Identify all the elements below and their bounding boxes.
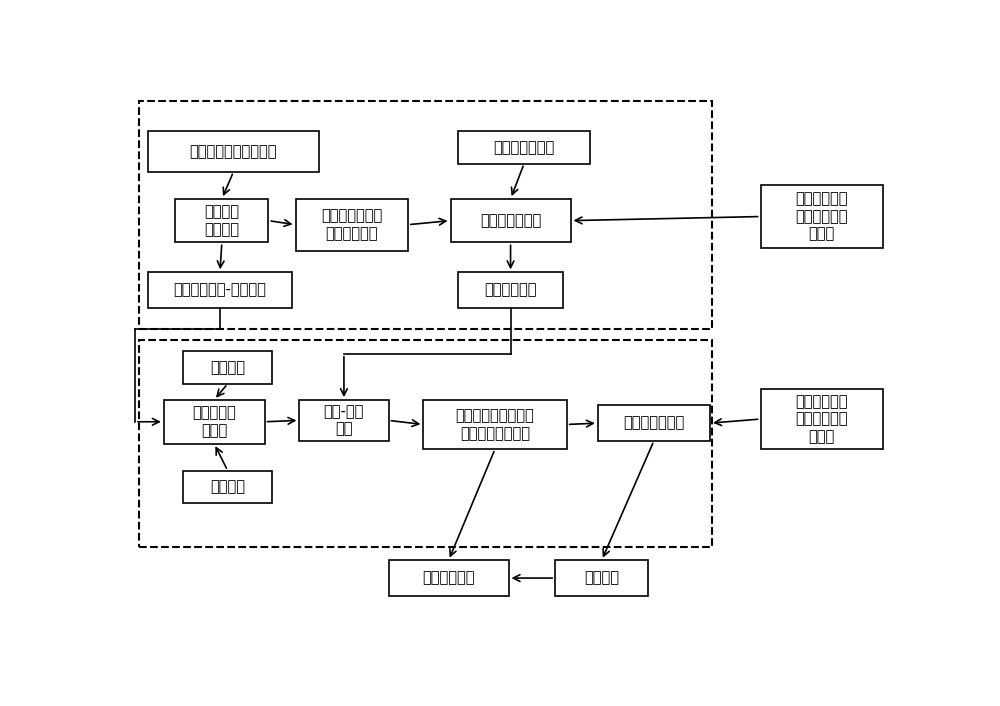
Text: 基于排放目标
的动态交通分
配模型: 基于排放目标 的动态交通分 配模型 xyxy=(795,394,848,444)
Bar xyxy=(139,340,712,546)
Text: 基于排放目标的动态
用户最优分配模型: 基于排放目标的动态 用户最优分配模型 xyxy=(456,408,534,441)
Text: 路段-路径
排放: 路段-路径 排放 xyxy=(324,405,364,436)
Bar xyxy=(761,185,883,248)
Bar xyxy=(388,561,509,596)
Bar xyxy=(183,471,272,503)
Text: 广义出行成本: 广义出行成本 xyxy=(422,570,475,585)
Bar xyxy=(761,389,883,449)
Text: 拥堵路段
车辆轨迹: 拥堵路段 车辆轨迹 xyxy=(204,205,239,237)
Text: 排放阈值: 排放阈值 xyxy=(584,570,619,585)
Bar xyxy=(175,199,268,242)
Text: 路段模型: 路段模型 xyxy=(210,360,245,375)
Bar xyxy=(450,199,571,242)
Text: 路段累计到达-离开曲线: 路段累计到达-离开曲线 xyxy=(174,282,266,297)
Bar xyxy=(164,400,264,443)
Text: 三角形交通流宏观基图: 三角形交通流宏观基图 xyxy=(190,144,277,159)
Bar xyxy=(148,273,292,308)
Bar xyxy=(458,273,563,308)
Bar xyxy=(299,400,388,441)
Bar xyxy=(458,131,590,164)
Text: 不动点求解算法: 不动点求解算法 xyxy=(623,416,685,431)
Text: 节点模型: 节点模型 xyxy=(210,479,245,494)
Text: 不同路段状态下
的速度及时间: 不同路段状态下 的速度及时间 xyxy=(321,208,382,241)
Text: 车辆尾气排放率: 车辆尾气排放率 xyxy=(480,213,541,228)
Text: 路段尾气排放: 路段尾气排放 xyxy=(484,282,537,297)
Bar xyxy=(598,405,710,441)
Bar xyxy=(183,351,272,384)
Text: 基于平均速度
的修正路段排
放模型: 基于平均速度 的修正路段排 放模型 xyxy=(795,191,848,241)
Bar xyxy=(555,561,648,596)
Bar xyxy=(148,131,319,172)
Bar xyxy=(139,101,712,329)
Text: 加速度统计模型: 加速度统计模型 xyxy=(494,140,555,155)
Bar xyxy=(423,400,567,449)
Text: 动态网络加
载模型: 动态网络加 载模型 xyxy=(192,405,236,438)
Bar xyxy=(296,199,408,251)
